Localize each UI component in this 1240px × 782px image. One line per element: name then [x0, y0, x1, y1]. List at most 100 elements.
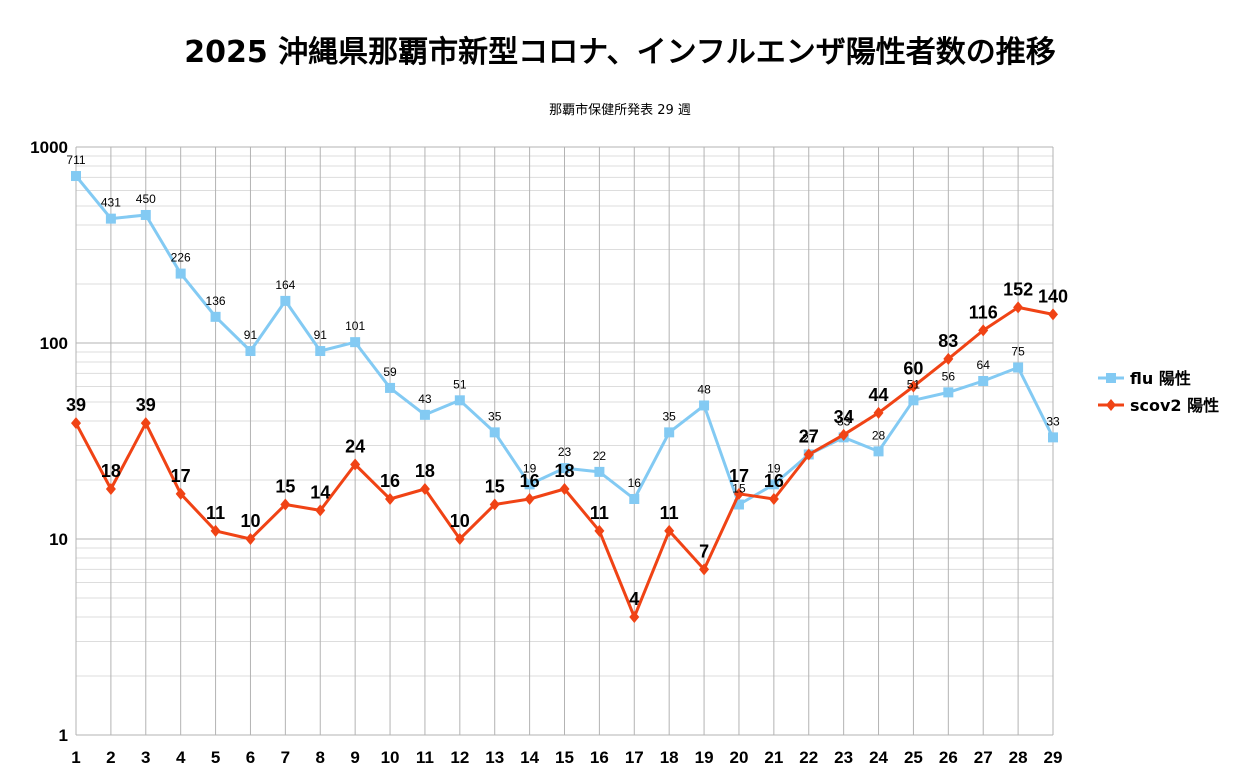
- x-tick-label: 29: [1044, 748, 1063, 767]
- data-point-scov2: [280, 498, 291, 511]
- legend-marker-scov2: [1106, 399, 1116, 411]
- data-point-scov2: [978, 324, 989, 337]
- data-label-flu: 16: [628, 476, 642, 490]
- data-label-scov2: 7: [699, 541, 709, 561]
- data-label-scov2: 17: [171, 466, 191, 486]
- data-point-scov2: [699, 563, 710, 576]
- x-tick-label: 1: [71, 748, 80, 767]
- x-tick-label: 8: [316, 748, 325, 767]
- data-label-flu: 19: [767, 461, 781, 475]
- x-tick-label: 21: [764, 748, 783, 767]
- x-tick-label: 13: [485, 748, 504, 767]
- data-point-flu: [105, 213, 116, 224]
- data-label-flu: 51: [907, 377, 921, 391]
- x-tick-label: 4: [176, 748, 186, 767]
- data-point-scov2: [315, 504, 326, 517]
- x-tick-label: 27: [974, 748, 993, 767]
- data-label-flu: 450: [136, 192, 156, 206]
- x-tick-label: 7: [281, 748, 290, 767]
- data-point-flu: [245, 346, 256, 357]
- data-label-scov2: 18: [554, 461, 574, 481]
- data-label-scov2: 17: [729, 466, 749, 486]
- data-point-scov2: [175, 487, 186, 500]
- data-label-scov2: 10: [240, 511, 260, 531]
- y-tick-label: 10: [49, 530, 68, 549]
- data-label-scov2: 152: [1003, 279, 1033, 299]
- data-point-flu: [629, 493, 640, 504]
- legend-marker-flu: [1106, 373, 1116, 383]
- data-label-flu: 15: [732, 481, 746, 495]
- x-tick-label: 15: [555, 748, 574, 767]
- legend: flu 陽性 scov2 陽性: [1098, 369, 1219, 415]
- data-point-flu: [733, 499, 744, 510]
- x-tick-label: 5: [211, 748, 220, 767]
- data-label-flu: 91: [244, 328, 258, 342]
- x-tick-label: 12: [450, 748, 469, 767]
- data-label-scov2: 11: [660, 503, 679, 523]
- data-label-flu: 56: [942, 369, 956, 383]
- data-point-flu: [768, 479, 779, 490]
- data-point-flu: [385, 382, 396, 393]
- data-label-scov2: 140: [1038, 286, 1068, 306]
- x-tick-label: 10: [381, 748, 400, 767]
- data-label-scov2: 60: [903, 358, 923, 378]
- data-label-flu: 35: [488, 409, 502, 423]
- data-point-scov2: [1013, 301, 1024, 314]
- data-point-scov2: [803, 448, 814, 461]
- data-point-flu: [559, 463, 570, 474]
- x-tick-label: 20: [730, 748, 749, 767]
- data-point-scov2: [733, 487, 744, 500]
- data-point-scov2: [71, 417, 81, 430]
- data-point-flu: [210, 311, 221, 322]
- data-label-flu: 136: [206, 294, 226, 308]
- data-point-flu: [1048, 432, 1058, 443]
- data-point-flu: [699, 400, 710, 411]
- data-label-scov2: 39: [136, 395, 156, 415]
- data-point-scov2: [350, 458, 361, 471]
- data-label-flu: 431: [101, 196, 121, 210]
- x-tick-label: 24: [869, 748, 888, 767]
- x-tick-label: 23: [834, 748, 853, 767]
- data-point-flu: [873, 446, 884, 457]
- data-point-flu: [280, 295, 291, 306]
- data-point-scov2: [908, 380, 919, 393]
- data-label-scov2: 34: [834, 407, 854, 427]
- data-point-scov2: [524, 492, 535, 505]
- data-label-scov2: 39: [66, 395, 86, 415]
- y-tick-label: 1: [59, 726, 68, 745]
- data-label-scov2: 16: [764, 471, 784, 491]
- data-label-flu: 51: [453, 377, 467, 391]
- data-label-flu: 19: [523, 461, 537, 475]
- data-label-flu: 711: [66, 153, 85, 167]
- x-tick-label: 28: [1009, 748, 1028, 767]
- data-point-flu: [524, 479, 535, 490]
- data-label-scov2: 24: [345, 436, 365, 456]
- data-label-flu: 22: [593, 449, 607, 463]
- grid: [75, 146, 1054, 736]
- legend-label: scov2 陽性: [1130, 396, 1219, 415]
- data-label-scov2: 16: [380, 471, 400, 491]
- data-label-scov2: 27: [799, 426, 819, 446]
- data-point-scov2: [664, 524, 675, 537]
- data-point-flu: [943, 387, 954, 398]
- x-tick-label: 3: [141, 748, 150, 767]
- data-label-flu: 33: [837, 414, 851, 428]
- series-layer: [71, 171, 1058, 623]
- data-point-flu: [419, 409, 430, 420]
- data-label-scov2: 14: [310, 482, 330, 502]
- data-label-flu: 33: [1046, 414, 1060, 428]
- data-label-scov2: 11: [206, 503, 225, 523]
- data-point-scov2: [559, 482, 570, 495]
- data-label-flu: 43: [418, 392, 432, 406]
- y-tick-label: 100: [40, 334, 68, 353]
- data-point-flu: [71, 171, 81, 182]
- data-point-scov2: [594, 524, 605, 537]
- data-label-scov2: 83: [938, 331, 958, 351]
- data-label-flu: 101: [345, 319, 365, 333]
- x-tick-label: 11: [416, 748, 434, 767]
- data-point-scov2: [873, 406, 884, 419]
- data-point-flu: [175, 268, 186, 279]
- legend-label: flu 陽性: [1130, 369, 1191, 388]
- data-point-scov2: [943, 352, 954, 365]
